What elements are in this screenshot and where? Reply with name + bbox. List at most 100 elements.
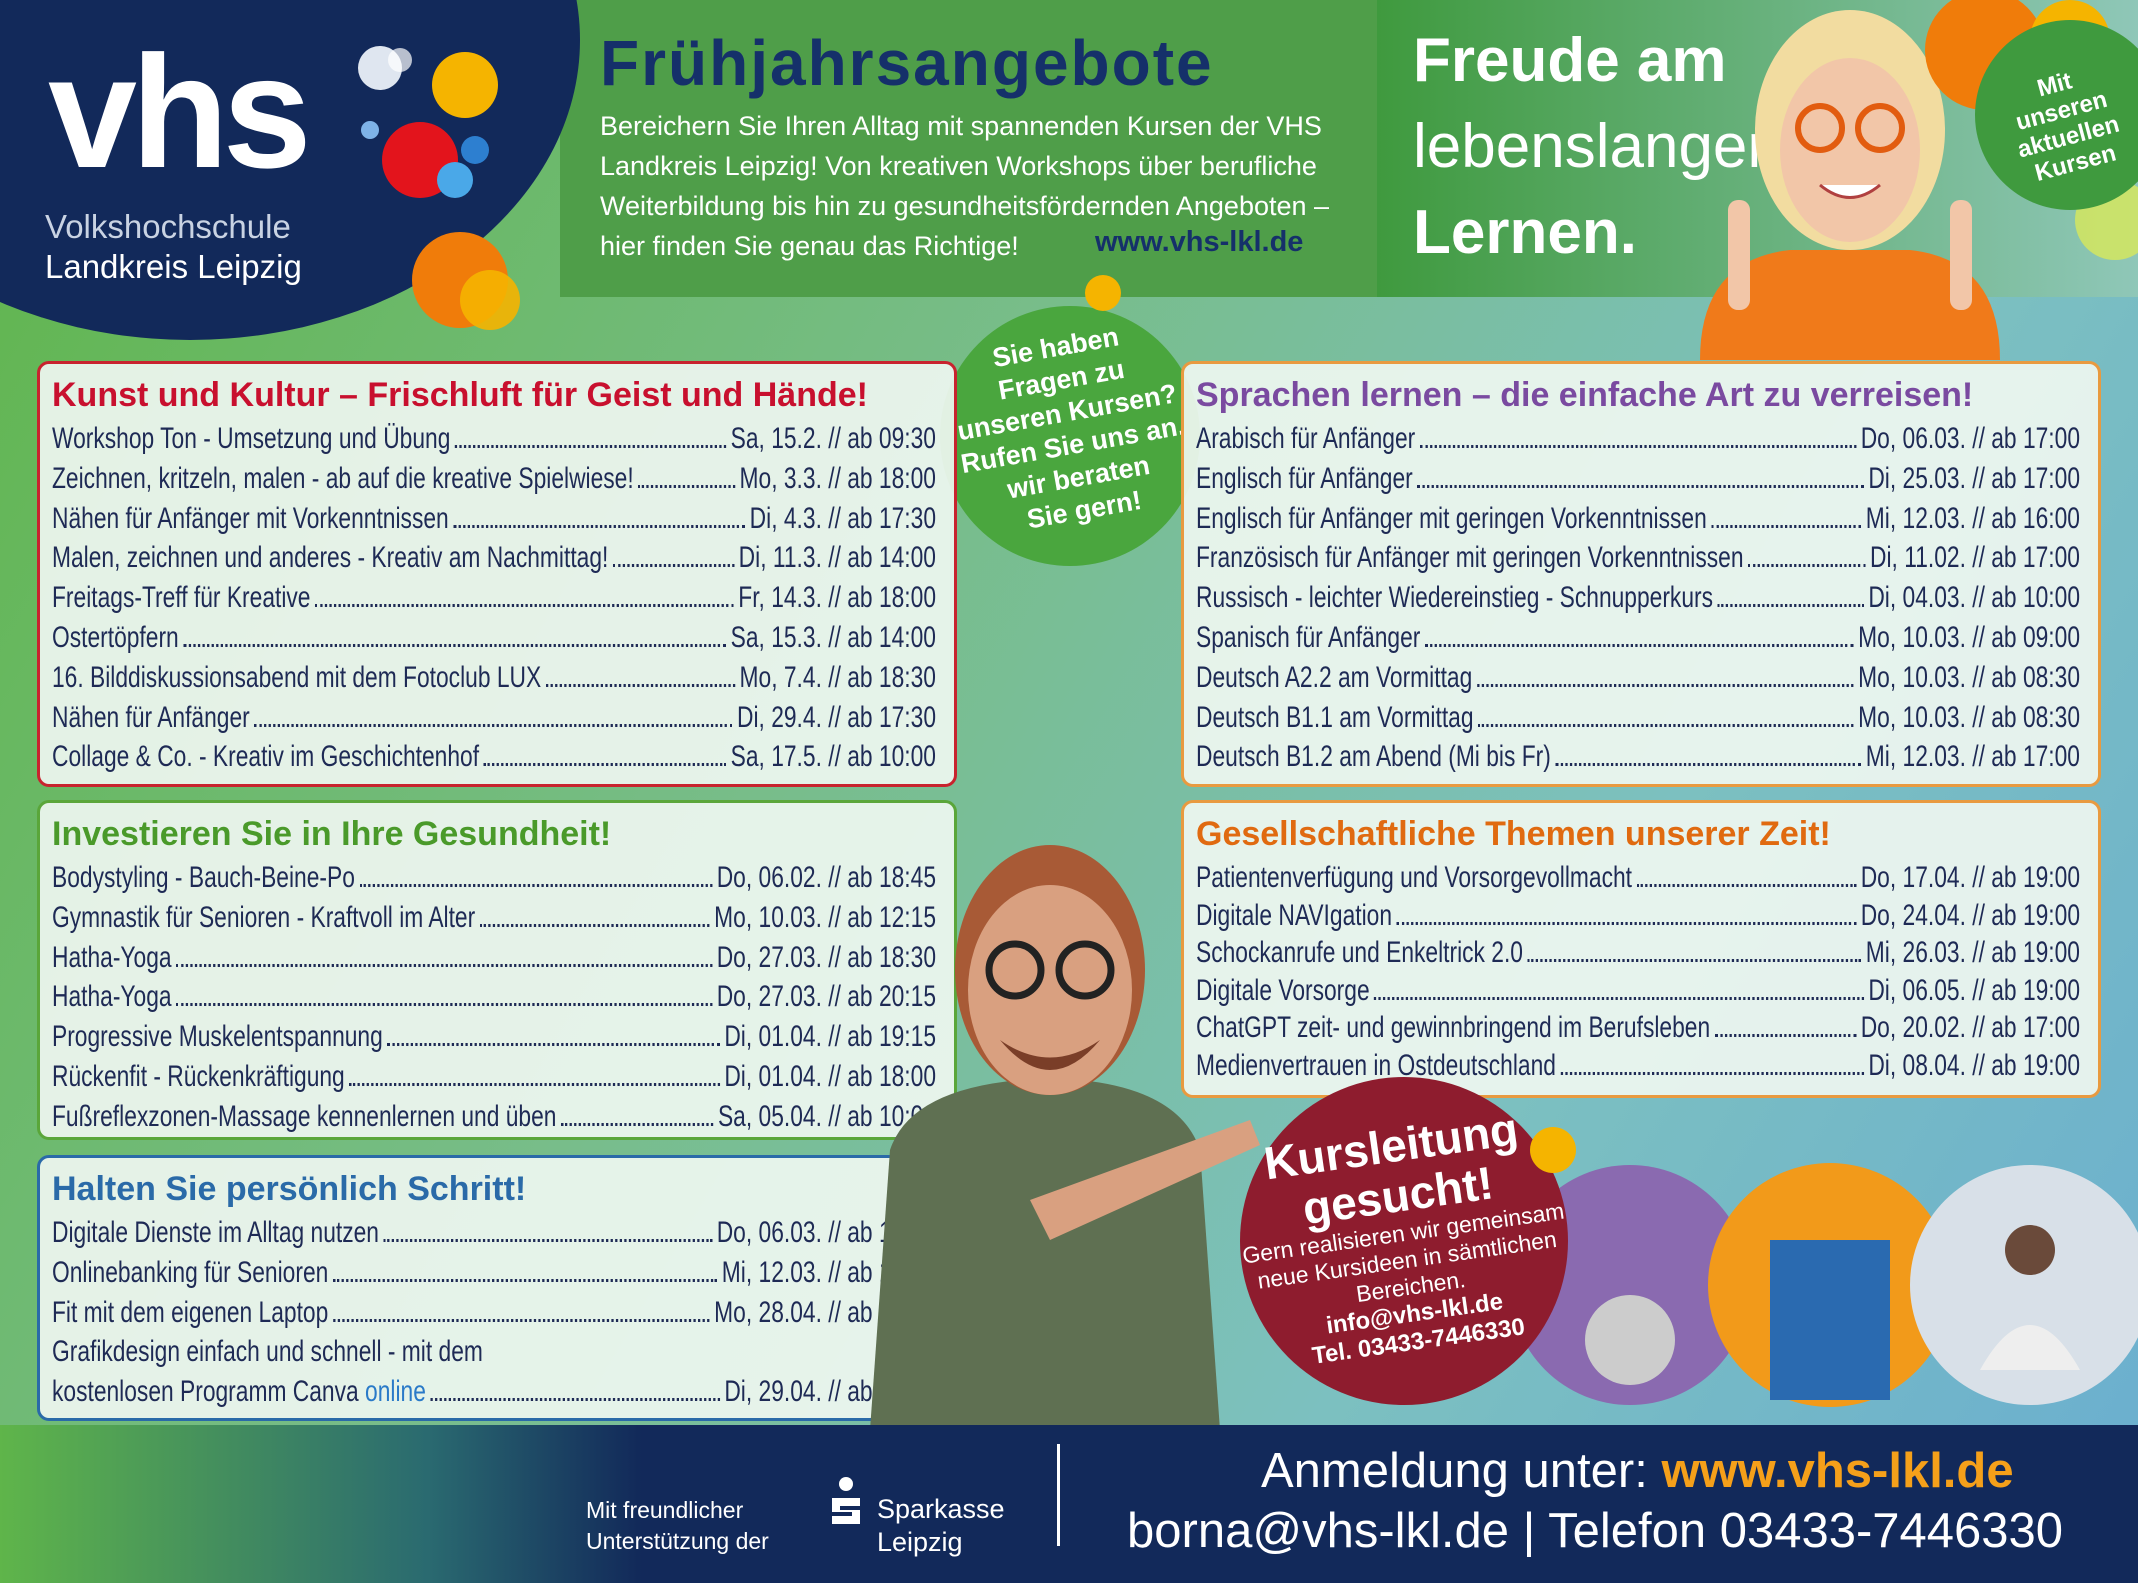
course-name: ChatGPT zeit- und gewinnbringend im Beru… xyxy=(1196,1011,1711,1044)
section: Sprachen lernen – die einfache Art zu ve… xyxy=(1181,361,2101,787)
course-name: Gymnastik für Senioren - Kraftvoll im Al… xyxy=(52,900,476,934)
bank-line: Sparkasse xyxy=(877,1494,1005,1524)
course-row: 16. Bilddiskussionsabend mit dem Fotoclu… xyxy=(52,655,936,695)
course-name: Schockanrufe und Enkeltrick 2.0 xyxy=(1196,936,1523,969)
section-title: Kunst und Kultur – Frischluft für Geist … xyxy=(52,376,868,414)
leader xyxy=(483,763,727,767)
leader xyxy=(387,1043,720,1047)
course-date: Sa, 17.5. // ab 10:00 xyxy=(730,740,936,774)
course-date: Di, 06.05. // ab 19:00 xyxy=(1868,973,2080,1007)
leader xyxy=(332,1318,710,1322)
course-name: Hatha-Yoga xyxy=(52,940,172,974)
course-row: Deutsch B1.2 am Abend (Mi bis Fr) Mi, 12.… xyxy=(1196,734,2080,774)
course-row: Patientenverfügung und Vorsorgevollmacht… xyxy=(1196,855,2080,895)
course-name: Fußreflexzonen-Massage kennenlernen und … xyxy=(52,1099,557,1133)
course-name: Collage & Co. - Kreativ im Geschichtenho… xyxy=(52,740,480,774)
course-name: Englisch für Anfänger mit geringen Vorke… xyxy=(1196,501,1707,535)
course-date: Do, 24.04. // ab 19:00 xyxy=(1860,898,2080,932)
bank-line: Leipzig xyxy=(877,1527,963,1557)
footer xyxy=(0,1425,2138,1583)
badge xyxy=(1975,20,2138,210)
org-line: Volkshochschule xyxy=(45,208,291,245)
course-row: Deutsch B1.1 am Vormittag Mo, 10.03. // a… xyxy=(1196,695,2080,735)
course-date: Do, 27.03. // ab 18:30 xyxy=(716,940,936,974)
course-name: Freitags-Treff für Kreative xyxy=(52,581,311,615)
bubble-text: Sie haben Fragen zu unseren Kursen? Rufen S… xyxy=(935,311,1206,548)
register: Anmeldung unter: www.vhs-lkl.de xyxy=(1261,1443,2014,1499)
course-name: Medienvertrauen in Ostdeutschland xyxy=(1196,1048,1556,1082)
course-row: Medienvertrauen in Ostdeutschland Di, 08.… xyxy=(1196,1043,2080,1083)
sponsor-line: Unterstützung der xyxy=(586,1528,769,1554)
course-name: Russisch - leichter Wiedereinstieg - Sch… xyxy=(1196,581,1714,615)
course-row: Progressive Muskelentspannung Di, 01.04. … xyxy=(52,1014,936,1054)
course-row: Digitale Dienste im Alltag nutzen Do, 06.… xyxy=(52,1210,936,1250)
leader xyxy=(1748,564,1866,568)
leader xyxy=(453,524,746,528)
register-url: www.vhs-lkl.de xyxy=(1661,1444,2014,1498)
course-name: 16. Bilddiskussionsabend mit dem Fotoclu… xyxy=(52,660,542,694)
course-row: Rückenfit - Rückenkräftigung Di, 01.04. /… xyxy=(52,1054,936,1094)
leader xyxy=(1374,996,1864,1000)
org-line: Landkreis Leipzig xyxy=(45,248,302,285)
leader xyxy=(349,1083,720,1086)
leader xyxy=(1527,959,1862,962)
course-row: Französisch für Anfänger mit geringen Vo… xyxy=(1196,535,2080,575)
slogan-line: lebenslangen xyxy=(1413,112,1782,181)
course-name: Fit mit dem eigenen Laptop xyxy=(52,1295,329,1329)
leader xyxy=(479,923,710,927)
slogan-line: Lernen. xyxy=(1413,198,1637,267)
leader xyxy=(1714,1034,1857,1037)
course-row: Bodystyling - Bauch-Beine-Po Do, 06.02. /… xyxy=(52,855,936,895)
leader xyxy=(545,683,735,687)
course-tag: online xyxy=(365,1375,426,1409)
bank: Sparkasse Leipzig xyxy=(877,1493,1005,1559)
leader xyxy=(254,723,733,727)
course-name: Zeichnen, kritzeln, malen - ab auf die k… xyxy=(52,461,634,495)
course-name: Englisch für Anfänger xyxy=(1196,461,1413,495)
course-name: Deutsch B1.1 am Vormittag xyxy=(1196,700,1474,734)
course-row: Fit mit dem eigenen Laptop Mo, 28.04. // … xyxy=(52,1290,936,1330)
section-title: Sprachen lernen – die einfache Art zu ve… xyxy=(1196,376,1974,414)
course-date: Mo, 10.03. // ab 12:15 xyxy=(714,900,936,934)
course-name: Nähen für Anfänger xyxy=(52,700,250,734)
course-date: Mo, 7.4. // ab 18:30 xyxy=(739,660,936,694)
leader xyxy=(383,1239,713,1242)
course-date: Sa, 05.04. // ab 10:00 xyxy=(717,1099,936,1133)
sponsor-line: Mit freundlicher xyxy=(586,1497,744,1523)
course-name: kostenlosen Programm Canva xyxy=(52,1375,359,1409)
leader xyxy=(1424,644,1854,647)
course-date: Di, 29.4. // ab 17:30 xyxy=(736,700,936,734)
section: Investieren Sie in Ihre Gesundheit! Bodys… xyxy=(37,800,957,1140)
leader xyxy=(1396,921,1857,925)
intro-line: Bereichern Sie Ihren Alltag mit spannend… xyxy=(600,111,1322,141)
leader xyxy=(359,884,713,887)
course-row: Malen, zeichnen und anderes - Kreativ am… xyxy=(52,535,936,575)
course-row: Freitags-Treff für Kreative Fr, 14.3. // … xyxy=(52,575,936,615)
course-date: Do, 06.02. // ab 18:45 xyxy=(716,861,936,894)
course-date: Mi, 12.03. // ab 17:00 xyxy=(1865,740,2080,774)
course-date: Di, 25.03. // ab 17:00 xyxy=(1868,461,2080,495)
leader xyxy=(1476,683,1854,687)
recruit-circle xyxy=(1240,1077,1568,1405)
course-date: Mo, 3.3. // ab 18:00 xyxy=(739,461,936,495)
course-row: Arabisch für Anfänger Do, 06.03. // ab 17… xyxy=(1196,416,2080,456)
url: www.vhs-lkl.de xyxy=(1095,226,1304,258)
course-row: kostenlosen Programm Canva online Di, 29.… xyxy=(52,1369,936,1409)
leader xyxy=(454,445,727,448)
leader xyxy=(1560,1071,1864,1075)
course-row: Schockanrufe und Enkeltrick 2.0 Mi, 26.03… xyxy=(1196,930,2080,970)
course-row: Fußreflexzonen-Massage kennenlernen und … xyxy=(52,1094,936,1134)
leader xyxy=(315,604,734,608)
course-name: Spanisch für Anfänger xyxy=(1196,621,1421,654)
leader xyxy=(1478,723,1854,727)
course-row: Nähen für Anfänger mit Vorkenntnissen Di,… xyxy=(52,496,936,536)
title: Frühjahrsangebote xyxy=(600,27,1214,99)
leader xyxy=(1717,604,1864,608)
leader xyxy=(1419,445,1857,448)
course-date: Fr, 14.3. // ab 18:00 xyxy=(738,581,936,615)
course-name: Workshop Ton - Umsetzung und Übung xyxy=(52,422,451,455)
course-row: Workshop Ton - Umsetzung und Übung Sa, 15… xyxy=(52,416,936,456)
course-row: Nähen für Anfänger Di, 29.4. // ab 17:30 xyxy=(52,695,936,735)
section-title: Halten Sie persönlich Schritt! xyxy=(52,1170,527,1208)
course-name: Digitale Dienste im Alltag nutzen xyxy=(52,1216,379,1249)
